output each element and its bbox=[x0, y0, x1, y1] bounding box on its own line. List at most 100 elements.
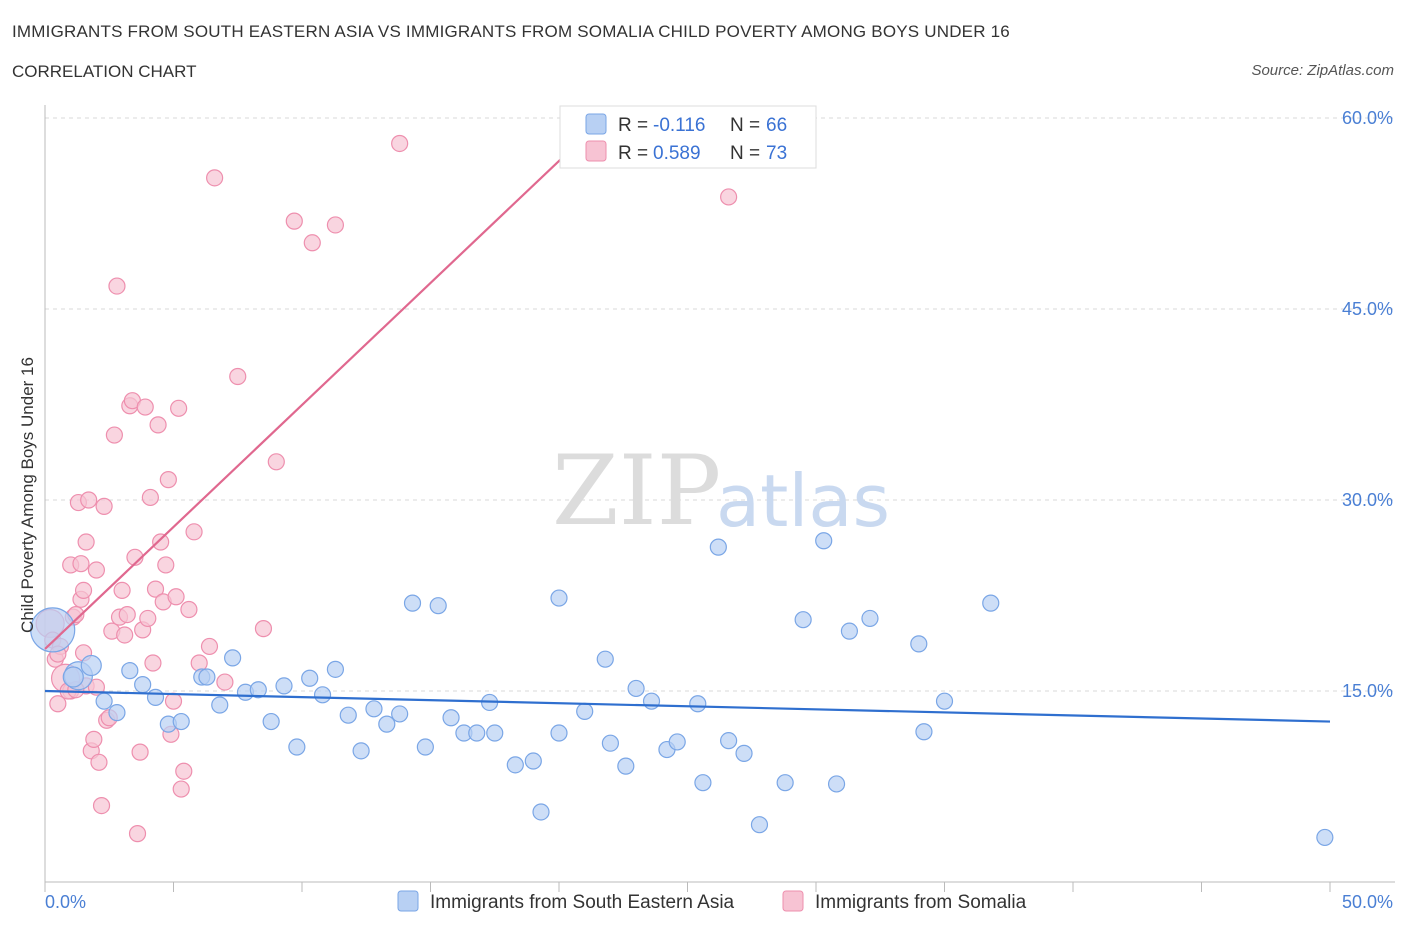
somalia-point-35 bbox=[128, 825, 147, 843]
sea-point-34 bbox=[486, 724, 504, 742]
sea-point-36 bbox=[524, 752, 542, 770]
sea-point-35 bbox=[506, 756, 524, 774]
sea-point-3 bbox=[95, 692, 113, 710]
sea-point-41 bbox=[596, 650, 614, 668]
grid-lines bbox=[45, 117, 1395, 692]
somalia-legend-swatch bbox=[782, 890, 804, 912]
trend-lines bbox=[44, 123, 1331, 723]
somalia-point-27 bbox=[108, 277, 126, 295]
sea-point-40 bbox=[576, 702, 594, 720]
somalia-point-51 bbox=[170, 399, 188, 417]
somalia-point-3 bbox=[49, 695, 67, 713]
sea-point-37 bbox=[532, 803, 550, 821]
pink-legend-swatch bbox=[585, 140, 607, 162]
somalia-point-26 bbox=[105, 426, 123, 444]
sea-point-4 bbox=[108, 704, 126, 722]
somalia-point-39 bbox=[139, 609, 157, 628]
somalia-point-40 bbox=[141, 488, 159, 507]
y-tick-label-1: 30.0% bbox=[1342, 490, 1393, 510]
sea-point-47 bbox=[668, 733, 686, 751]
sea-legend-label: Immigrants from South Eastern Asia bbox=[430, 892, 735, 913]
sea-point-18 bbox=[288, 738, 306, 756]
series-legend: Immigrants from South Eastern Asia Immig… bbox=[397, 890, 1027, 913]
sea-point-23 bbox=[352, 742, 370, 760]
somalia-point-42 bbox=[146, 580, 165, 598]
sea-point-2 bbox=[80, 654, 102, 677]
somalia-point-50 bbox=[167, 588, 185, 606]
sea-point-38 bbox=[550, 724, 568, 742]
somalia-point-30 bbox=[116, 626, 134, 644]
x-tick-label-1: 50.0% bbox=[1342, 892, 1393, 912]
sea-point-22 bbox=[339, 706, 357, 724]
sea-point-12 bbox=[211, 696, 229, 714]
watermark: ZIP atlas bbox=[552, 435, 890, 547]
somalia-point-67 bbox=[720, 188, 738, 206]
sea-point-52 bbox=[735, 744, 753, 762]
sea-point-59 bbox=[861, 609, 879, 628]
somalia-point-13 bbox=[74, 581, 93, 600]
somalia-point-52 bbox=[172, 780, 190, 798]
sea-point-19 bbox=[301, 669, 319, 687]
somalia-point-12 bbox=[72, 555, 90, 573]
somalia-point-22 bbox=[95, 497, 113, 515]
blue-legend-swatch bbox=[585, 113, 607, 135]
sea-point-9 bbox=[172, 712, 190, 731]
sea-point-5 bbox=[121, 662, 139, 680]
sea-point-49 bbox=[694, 774, 712, 792]
blue-r-value: -0.116 bbox=[653, 115, 705, 136]
sea-point-39 bbox=[550, 589, 568, 607]
sea-point-62 bbox=[935, 692, 954, 710]
sea-point-16 bbox=[262, 712, 280, 731]
sea-point-29 bbox=[429, 597, 447, 615]
pink-n-label: N = bbox=[730, 143, 760, 164]
axes bbox=[44, 105, 1395, 892]
somalia-point-64 bbox=[303, 234, 321, 252]
somalia-point-59 bbox=[216, 673, 234, 691]
blue-n-label: N = bbox=[730, 115, 760, 136]
y-tick-label-0: 15.0% bbox=[1342, 681, 1393, 701]
sea-point-45 bbox=[642, 692, 661, 710]
sea-point-20 bbox=[313, 686, 332, 704]
sea-trend-line bbox=[44, 689, 1331, 723]
somalia-legend-label: Immigrants from Somalia bbox=[815, 892, 1027, 913]
sea-points bbox=[30, 532, 1334, 847]
sea-point-30 bbox=[442, 709, 460, 727]
tick-labels: 15.0% 30.0% 45.0% 60.0% 0.0% 50.0% bbox=[45, 108, 1393, 912]
sea-point-64 bbox=[1316, 828, 1334, 847]
somalia-point-20 bbox=[90, 753, 108, 771]
somalia-point-62 bbox=[267, 453, 285, 471]
somalia-point-58 bbox=[206, 169, 224, 187]
blue-r-label: R = bbox=[618, 115, 648, 136]
watermark-atlas: atlas bbox=[716, 459, 890, 543]
sea-point-11 bbox=[198, 668, 216, 686]
sea-point-61 bbox=[915, 723, 933, 741]
sea-point-54 bbox=[776, 774, 794, 792]
sea-point-50 bbox=[709, 538, 727, 556]
sea-point-57 bbox=[827, 775, 846, 793]
somalia-point-41 bbox=[144, 654, 162, 672]
sea-point-28 bbox=[416, 738, 434, 756]
somalia-point-49 bbox=[164, 692, 183, 710]
somalia-point-60 bbox=[229, 367, 247, 386]
sea-point-58 bbox=[840, 622, 859, 640]
somalia-point-65 bbox=[326, 216, 345, 234]
blue-n-value: 66 bbox=[766, 115, 787, 136]
somalia-point-38 bbox=[136, 398, 154, 416]
pink-r-value: 0.589 bbox=[653, 143, 701, 164]
somalia-point-16 bbox=[80, 491, 98, 509]
sea-point-13 bbox=[224, 649, 242, 667]
somalia-point-36 bbox=[131, 743, 149, 761]
y-axis-label: Child Poverty Among Boys Under 16 bbox=[18, 357, 37, 633]
somalia-point-19 bbox=[87, 561, 106, 579]
somalia-point-47 bbox=[159, 471, 177, 489]
sea-point-15 bbox=[249, 681, 267, 699]
sea-point-65 bbox=[62, 666, 84, 688]
somalia-trend-line bbox=[44, 123, 599, 650]
stats-legend: R = -0.116 N = 66 R = 0.589 N = 73 bbox=[559, 105, 817, 169]
pink-n-value: 73 bbox=[766, 143, 787, 164]
sea-point-32 bbox=[468, 724, 486, 742]
somalia-point-29 bbox=[113, 581, 131, 600]
x-tick-label-0: 0.0% bbox=[45, 892, 86, 912]
somalia-point-56 bbox=[190, 654, 208, 672]
